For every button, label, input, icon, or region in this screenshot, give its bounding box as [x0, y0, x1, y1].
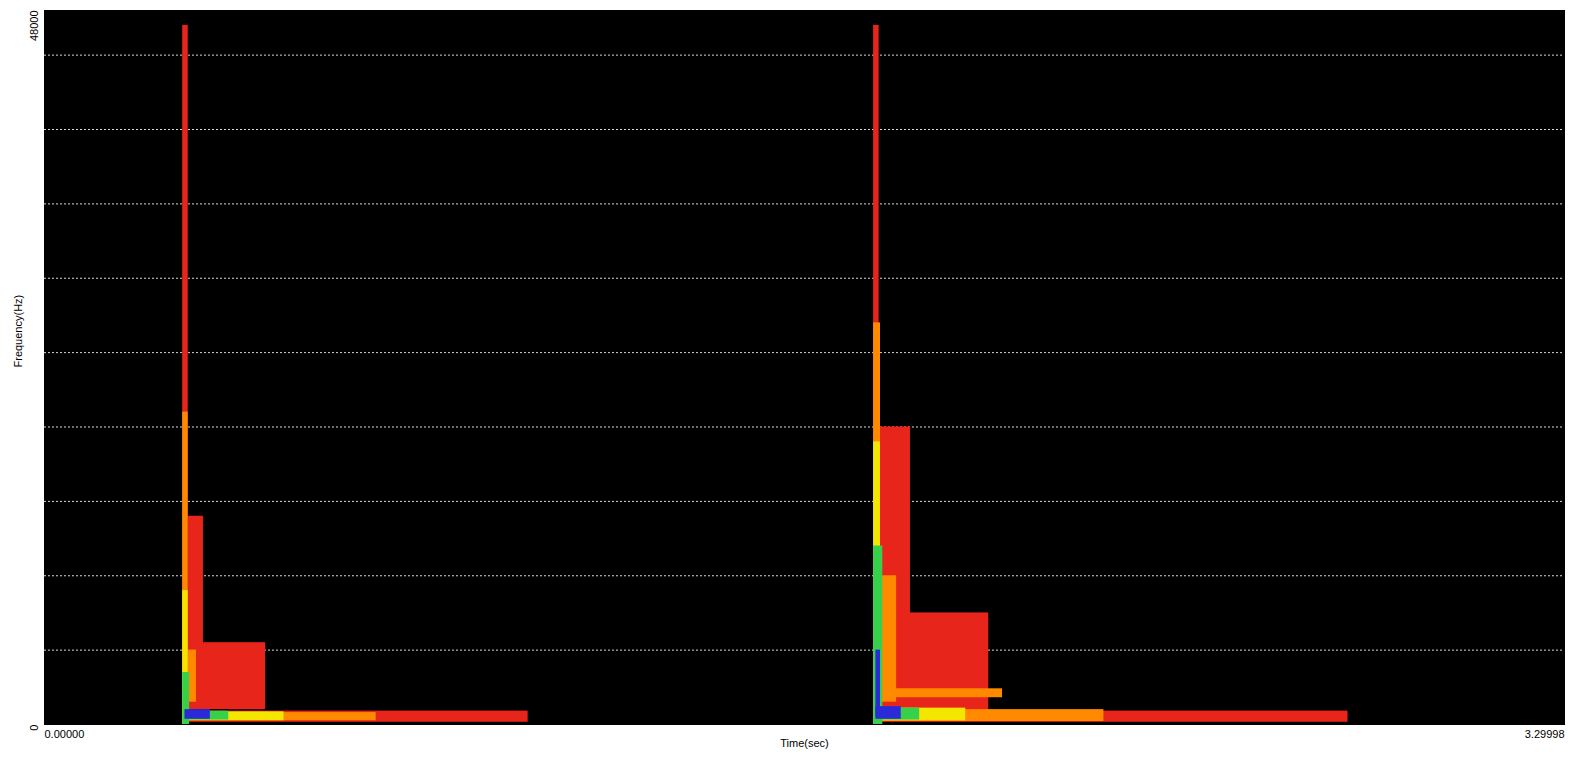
svg-text:3.29998: 3.29998 — [1525, 728, 1565, 740]
svg-text:Time(sec): Time(sec) — [780, 737, 828, 749]
svg-text:0: 0 — [28, 725, 40, 731]
svg-text:48000: 48000 — [28, 11, 40, 42]
svg-text:0.00000: 0.00000 — [45, 728, 85, 740]
svg-text:Frequency(Hz): Frequency(Hz) — [12, 295, 24, 368]
